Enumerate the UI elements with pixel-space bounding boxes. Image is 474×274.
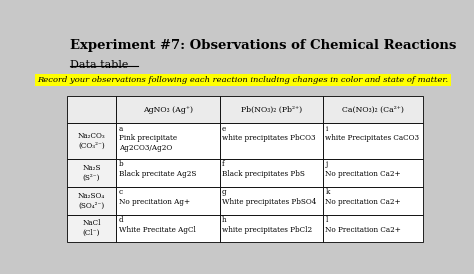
- Bar: [220, 187, 323, 215]
- Text: j
No precitation Ca2+: j No precitation Ca2+: [325, 160, 401, 178]
- Text: a
Pink precipitate
Ag2CO3/Ag2O: a Pink precipitate Ag2CO3/Ag2O: [118, 125, 177, 152]
- Bar: [117, 187, 220, 215]
- Text: AgNO₃ (Ag⁺): AgNO₃ (Ag⁺): [143, 106, 193, 114]
- Text: k
No precitation Ca2+: k No precitation Ca2+: [325, 188, 401, 206]
- Bar: [220, 159, 323, 187]
- Text: h
white precipitates PbCl2: h white precipitates PbCl2: [222, 216, 312, 234]
- Text: b
Black precitate Ag2S: b Black precitate Ag2S: [118, 160, 196, 178]
- Bar: [220, 123, 323, 159]
- Text: Experiment #7: Observations of Chemical Reactions: Experiment #7: Observations of Chemical …: [70, 39, 456, 52]
- Text: Data table: Data table: [70, 60, 128, 70]
- Text: Pb(NO₃)₂ (Pb²⁺): Pb(NO₃)₂ (Pb²⁺): [241, 106, 302, 114]
- Bar: [220, 215, 323, 242]
- Text: f
Black precipitates PbS: f Black precipitates PbS: [222, 160, 305, 178]
- Bar: [117, 215, 220, 242]
- Text: Na₂SO₄
(SO₄²⁻): Na₂SO₄ (SO₄²⁻): [78, 192, 105, 210]
- Bar: [117, 123, 220, 159]
- Text: Na₂S
(S²⁻): Na₂S (S²⁻): [82, 164, 101, 181]
- Bar: [117, 96, 220, 123]
- Text: i
white Precipitates CaCO3: i white Precipitates CaCO3: [325, 125, 419, 142]
- Text: g
White precipitates PbSO4: g White precipitates PbSO4: [222, 188, 317, 206]
- Bar: [66, 96, 117, 123]
- Text: e
white precipitates PbCO3: e white precipitates PbCO3: [222, 125, 316, 142]
- Bar: [66, 187, 117, 215]
- Text: Na₂CO₃
(CO₃²⁻): Na₂CO₃ (CO₃²⁻): [78, 132, 105, 150]
- Bar: [220, 96, 323, 123]
- Bar: [323, 159, 423, 187]
- Bar: [323, 187, 423, 215]
- Bar: [66, 159, 117, 187]
- Bar: [323, 96, 423, 123]
- Text: d
White Precitate AgCl: d White Precitate AgCl: [118, 216, 196, 234]
- Text: c
No precitation Ag+: c No precitation Ag+: [118, 188, 190, 206]
- Text: l
No Precitation Ca2+: l No Precitation Ca2+: [325, 216, 401, 234]
- Bar: [66, 123, 117, 159]
- Bar: [323, 215, 423, 242]
- Bar: [117, 159, 220, 187]
- Text: Ca(NO₃)₂ (Ca²⁺): Ca(NO₃)₂ (Ca²⁺): [342, 106, 404, 114]
- Bar: [323, 123, 423, 159]
- Text: Record your observations following each reaction including changes in color and : Record your observations following each …: [37, 76, 448, 84]
- Bar: [66, 215, 117, 242]
- Text: NaCl
(Cl⁻): NaCl (Cl⁻): [82, 219, 101, 237]
